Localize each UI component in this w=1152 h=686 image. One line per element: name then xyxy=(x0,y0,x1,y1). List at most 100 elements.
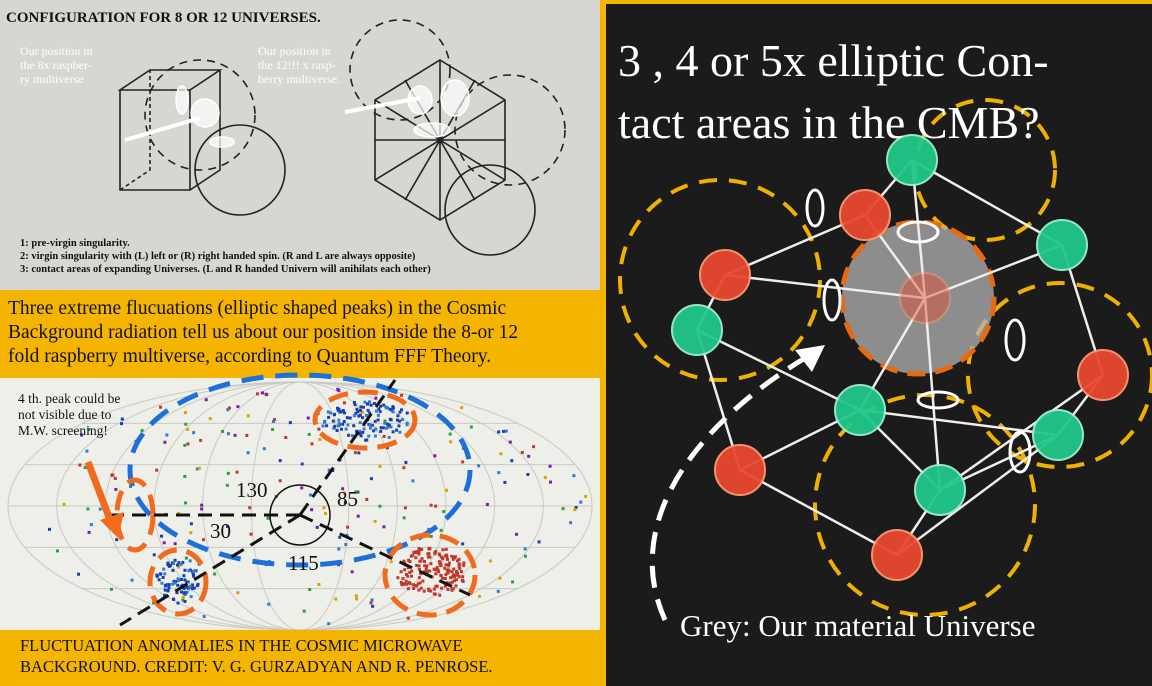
cluster-dot xyxy=(337,421,341,425)
cluster-dot xyxy=(348,416,352,420)
cluster-dot xyxy=(415,563,419,567)
data-dot xyxy=(114,487,118,491)
data-dot xyxy=(561,507,565,511)
data-dot xyxy=(378,464,382,468)
cluster-dot xyxy=(409,574,413,578)
data-dot xyxy=(527,454,531,458)
data-dot xyxy=(183,443,187,447)
legend-line: 3: contact areas of expanding Universes.… xyxy=(20,264,431,275)
cluster-dot xyxy=(177,578,181,582)
cluster-dot xyxy=(373,419,377,423)
cluster-dot xyxy=(436,568,440,572)
cluster-dot xyxy=(364,438,368,442)
data-dot xyxy=(225,524,229,528)
data-dot xyxy=(213,572,217,576)
data-dot xyxy=(478,594,482,598)
angle-label: 115 xyxy=(288,551,319,575)
cluster-dot xyxy=(339,427,343,431)
data-dot xyxy=(109,587,113,591)
cluster-dot xyxy=(419,572,423,576)
data-dot xyxy=(503,480,507,484)
data-dot xyxy=(86,507,90,511)
cluster-dot xyxy=(352,424,356,428)
cluster-dot xyxy=(356,410,360,414)
cluster-dot xyxy=(450,580,454,584)
cluster-dot xyxy=(176,563,180,567)
data-dot xyxy=(226,432,230,436)
cluster-dot xyxy=(362,427,366,431)
data-dot xyxy=(235,470,239,474)
cluster-dot xyxy=(425,564,429,568)
data-dot xyxy=(354,490,358,494)
cluster-dot xyxy=(183,568,187,572)
cluster-dot xyxy=(365,402,369,406)
data-dot xyxy=(200,507,204,511)
cluster-dot xyxy=(444,572,448,576)
data-dot xyxy=(267,602,271,606)
cluster-dot xyxy=(155,573,159,577)
cluster-dot xyxy=(381,426,385,430)
cluster-dot xyxy=(341,409,345,413)
data-dot xyxy=(429,503,433,507)
cluster-dot xyxy=(455,570,459,574)
blue-ring xyxy=(127,372,473,568)
cluster-dot xyxy=(439,573,443,577)
cluster-dot xyxy=(432,587,436,591)
data-dot xyxy=(160,534,164,538)
cluster-dot xyxy=(343,411,347,415)
cluster-dot xyxy=(448,581,452,585)
cluster-dot xyxy=(395,428,399,432)
cluster-dot xyxy=(405,582,409,586)
cluster-dot xyxy=(453,575,457,579)
cluster-dot xyxy=(172,579,176,583)
cluster-dot xyxy=(321,424,325,428)
cluster-dot xyxy=(336,408,340,412)
data-dot xyxy=(434,504,438,508)
cluster-dot xyxy=(462,561,466,565)
cluster-dot xyxy=(379,426,383,430)
data-dot xyxy=(199,438,203,442)
data-dot xyxy=(55,549,59,553)
sphere xyxy=(839,189,891,241)
data-dot xyxy=(460,406,464,410)
data-dot xyxy=(226,408,230,412)
data-dot xyxy=(402,559,406,563)
data-dot xyxy=(411,479,415,483)
cluster-dot xyxy=(190,583,194,587)
cluster-dot xyxy=(420,557,424,561)
cluster-dot xyxy=(323,420,327,424)
data-dot xyxy=(248,506,252,510)
cluster-dot xyxy=(440,576,444,580)
cluster-dot xyxy=(352,400,356,404)
cluster-dot xyxy=(434,568,438,572)
cluster-dot xyxy=(418,581,422,585)
data-dot xyxy=(271,427,275,431)
data-dot xyxy=(342,401,346,405)
data-dot xyxy=(383,419,387,423)
cluster-dot xyxy=(417,588,421,592)
cluster-dot xyxy=(454,584,458,588)
data-dot xyxy=(389,560,393,564)
data-dot xyxy=(197,466,201,470)
credit-line: BACKGROUND. CREDIT: V. G. GURZADYAN AND … xyxy=(20,657,493,676)
data-dot xyxy=(350,570,354,574)
orange-arrow xyxy=(84,460,116,527)
data-dot xyxy=(184,422,188,426)
data-dot xyxy=(488,559,492,563)
cluster-dot xyxy=(389,418,393,422)
data-dot xyxy=(266,516,270,520)
data-dot xyxy=(183,411,187,415)
cluster-dot xyxy=(325,424,329,428)
data-dot xyxy=(260,391,264,395)
cluster-dot xyxy=(355,429,359,433)
cluster-dot xyxy=(455,559,459,563)
data-dot xyxy=(155,468,159,472)
cluster-dot xyxy=(338,410,342,414)
cluster-dot xyxy=(167,586,171,590)
data-dot xyxy=(371,604,375,608)
cluster-dot xyxy=(429,589,433,593)
cluster-dot xyxy=(407,580,411,584)
data-dot xyxy=(186,427,190,431)
data-dot xyxy=(511,580,515,584)
cluster-dot xyxy=(417,576,421,580)
